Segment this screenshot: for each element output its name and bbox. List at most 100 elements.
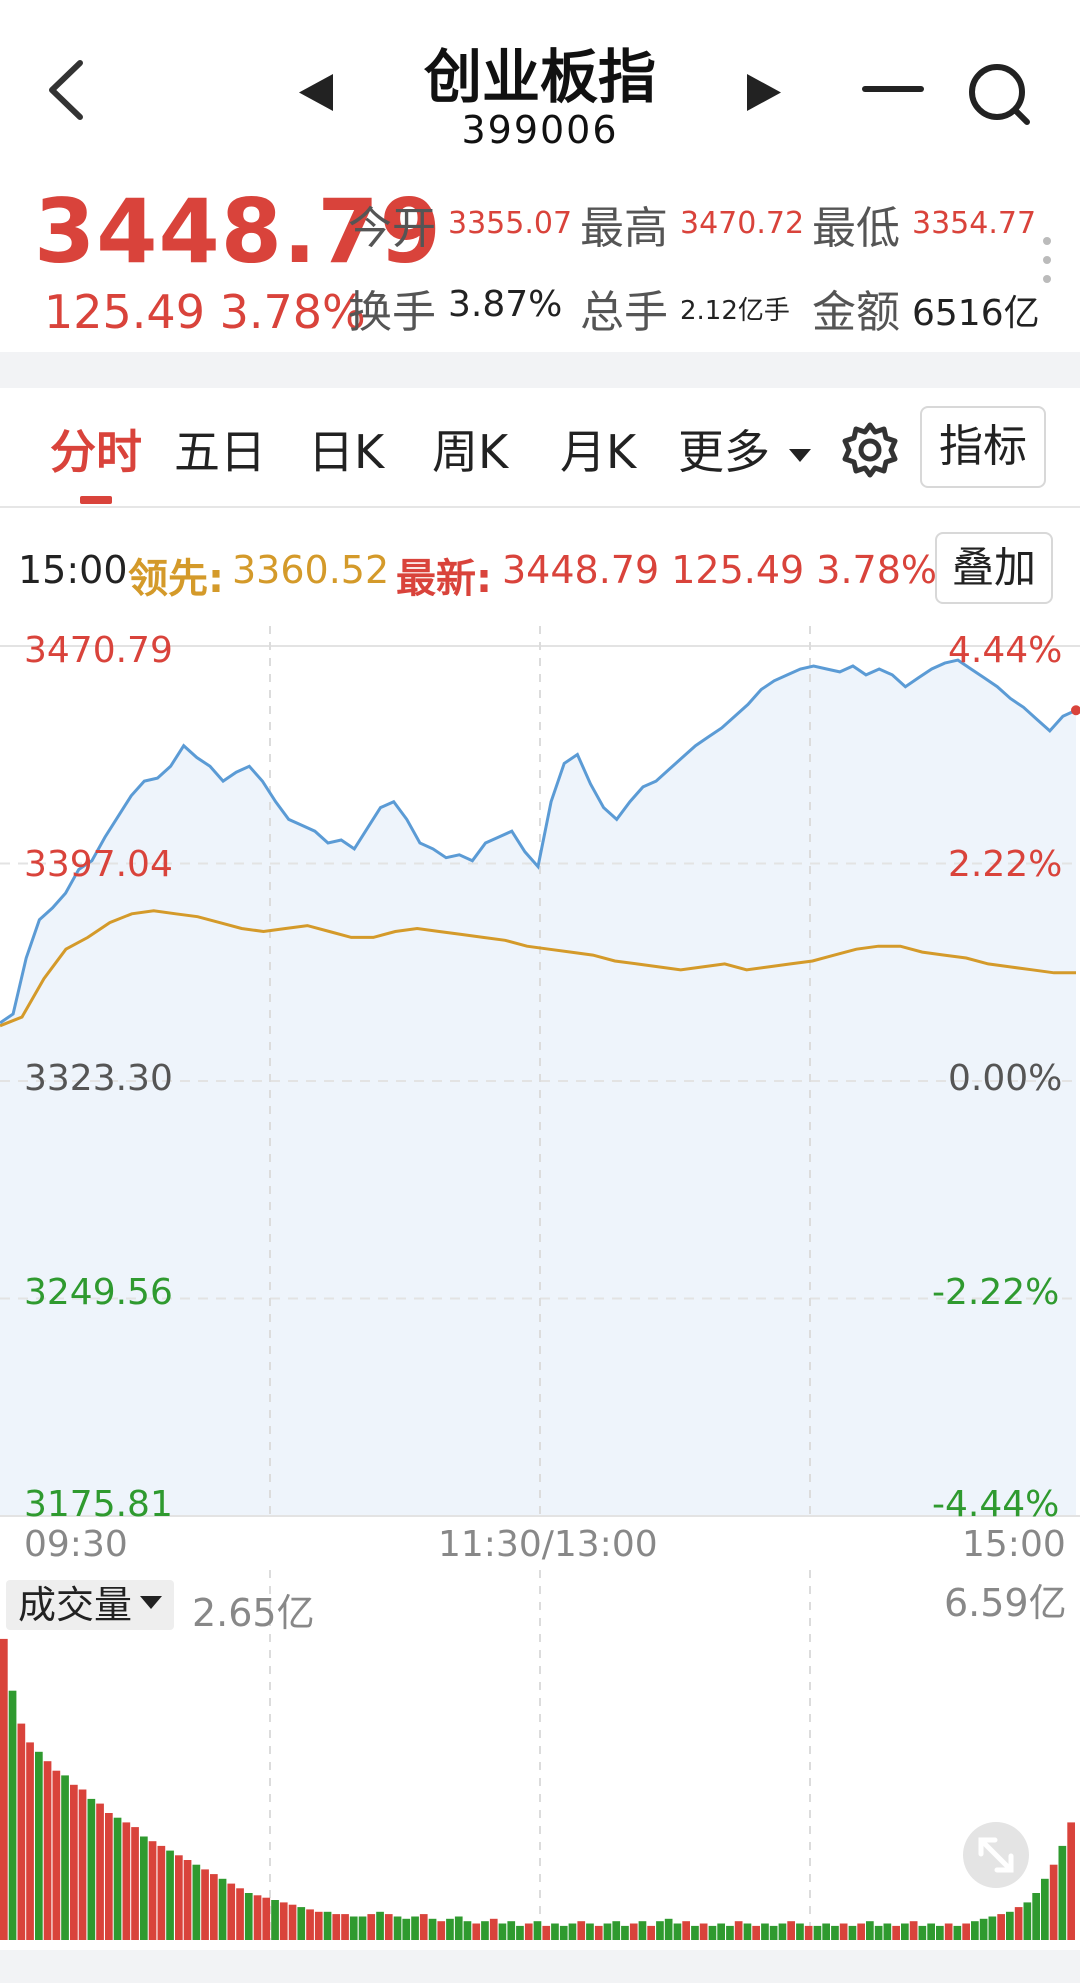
volume-bar [489,1918,498,1940]
price-chart-svg [0,626,1080,1517]
tab-monthly-k[interactable]: 月K [560,425,637,479]
volume-bar [761,1923,769,1940]
next-stock-icon[interactable] [740,70,785,115]
volume-bar [1049,1864,1058,1940]
y-left-label: 3397.04 [24,844,173,885]
volume-bar [341,1914,349,1940]
volume-bar [682,1921,690,1940]
tab-weekly-k[interactable]: 周K [432,425,509,479]
volume-bar [463,1921,472,1940]
volume-bar [17,1723,26,1940]
latest-label: 最新: [396,556,492,602]
y-right-label: -2.22% [932,1272,1060,1313]
volume-bar [962,1923,970,1940]
volume-bar [743,1923,752,1940]
indicators-button[interactable]: 指标 [920,406,1046,488]
y-right-label: 4.44% [948,630,1063,671]
volume-bar [446,1918,454,1940]
remove-watchlist-icon[interactable] [862,86,924,92]
intraday-chart[interactable]: 3470.79 3397.04 3323.30 3249.56 3175.81 … [0,626,1080,1525]
volume-bar [586,1923,594,1940]
volume-bar [472,1923,481,1940]
volume-bar [787,1921,795,1940]
lead-value: 3360.52 [232,548,390,592]
volume-bar [516,1925,524,1940]
volume-bar [314,1911,323,1940]
tab-daily-k[interactable]: 日K [308,425,385,479]
settings-gear-icon[interactable] [840,420,900,480]
volume-bar [997,1914,1005,1940]
volume-selector-label: 成交量 [18,1583,133,1627]
volume-bar [454,1916,463,1940]
volume-bar [892,1925,900,1940]
volume-bar [901,1923,909,1940]
price-change: 125.49 3.78% [44,285,366,339]
previous-stock-icon[interactable] [295,70,340,115]
high-value: 3470.72 [680,206,805,241]
volume-bar [857,1923,865,1940]
volume-bar [367,1914,376,1940]
turnover-value: 3.87% [448,284,563,325]
volume-bar [594,1925,603,1940]
chart-tabs: 分时 五日 日K 周K 月K 更多 指标 [0,388,1080,508]
volume-bar [428,1918,437,1940]
volume-bar [927,1923,935,1940]
volume-bar [1014,1907,1023,1940]
volume-bar [113,1817,122,1940]
volume-max: 6.59亿 [944,1581,1067,1625]
volume-bar [297,1907,306,1940]
more-dots-icon[interactable] [1040,235,1054,285]
volume-bar [402,1918,411,1940]
volume-bar [524,1923,533,1940]
expand-chart-button[interactable] [963,1822,1029,1888]
y-right-label: -4.44% [932,1484,1060,1525]
back-arrow-icon[interactable] [40,55,100,125]
section-divider [0,352,1080,388]
y-right-label: 0.00% [948,1058,1063,1099]
volume-bar [271,1900,279,1940]
volume-bar [1041,1878,1049,1940]
volume-bar [804,1925,813,1940]
y-left-label: 3249.56 [24,1272,173,1313]
volume-bar [0,1638,8,1940]
volume-bar [831,1925,839,1940]
tab-more[interactable]: 更多 [678,416,811,482]
volume-bar [43,1761,52,1940]
volume-bar [96,1803,104,1940]
volume-panel: 成交量 2.65亿 6.59亿 [0,1570,1080,1950]
volume-bar [131,1827,139,1940]
volume-bar [796,1923,804,1940]
volume-bar [8,1690,17,1940]
volume-bar [1058,1845,1067,1940]
tab-five-day[interactable]: 五日 [174,425,266,479]
series-price-line [0,658,1077,1025]
volume-bar [699,1923,708,1940]
overlay-button[interactable]: 叠加 [935,532,1053,604]
x-axis-label: 15:00 [962,1524,1066,1565]
volume-bar [498,1923,507,1940]
volume-bar [61,1775,69,1940]
tab-intraday[interactable]: 分时 [50,425,142,479]
volume-bar [201,1869,209,1940]
volume-bar [78,1789,87,1940]
volume-bar [988,1916,997,1940]
bottom-bar [0,1950,1080,1983]
search-icon[interactable] [965,60,1035,130]
info-time: 15:00 [18,548,128,592]
volume-bar [822,1923,830,1940]
volume-bar [664,1918,673,1940]
volume-bar [437,1921,446,1940]
volume-bar [419,1914,428,1940]
volume-current: 2.65亿 [192,1591,315,1635]
series-lead-line [0,909,1076,1028]
volume-bar [148,1841,157,1940]
volume-bar [752,1925,760,1940]
volume-bar [175,1855,183,1940]
expand-icon [978,1837,1014,1873]
volume-bar [621,1925,629,1940]
volume-bar [629,1923,638,1940]
volume-bar [140,1836,148,1940]
volume-bar [332,1914,341,1940]
volume-label: 总手 [580,287,668,338]
volume-bar [411,1916,419,1940]
